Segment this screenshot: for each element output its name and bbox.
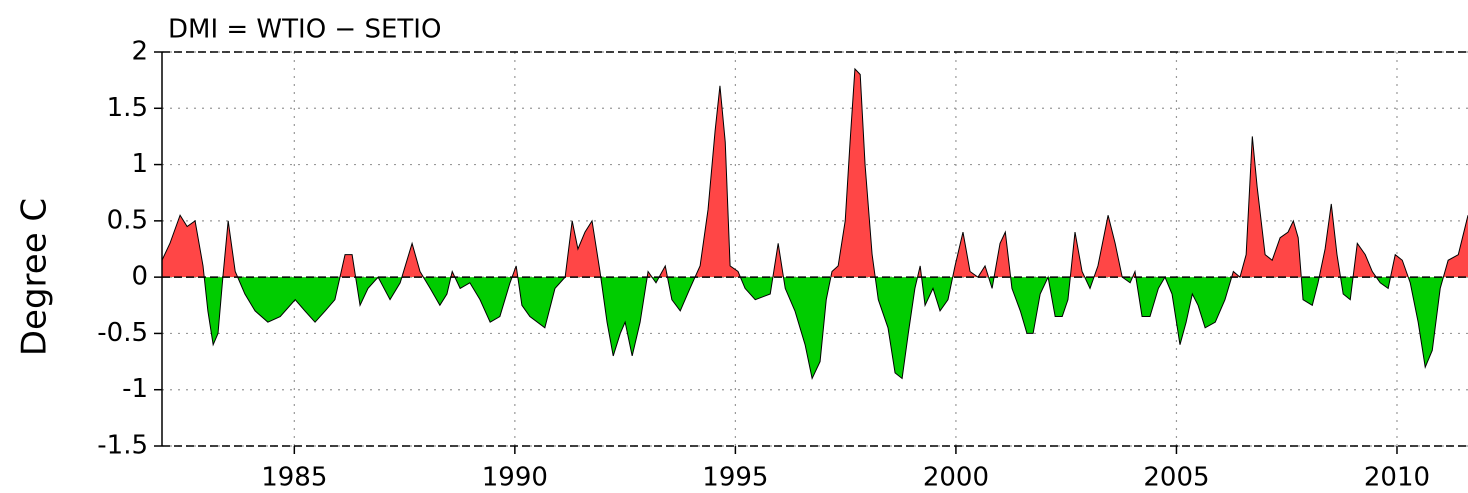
y-tick-label: -1.5 <box>97 431 148 461</box>
y-tick-label: -1 <box>122 374 148 404</box>
x-tick-label: 2000 <box>923 463 989 493</box>
y-tick-label: 1 <box>131 149 148 179</box>
x-tick-label: 1985 <box>261 463 327 493</box>
y-tick-label: -0.5 <box>97 318 148 348</box>
y-tick-label: 1.5 <box>107 93 148 123</box>
x-tick-label: 2005 <box>1143 463 1209 493</box>
chart-title: DMI = WTIO − SETIO <box>168 15 441 45</box>
y-axis-label: Degree C <box>15 198 55 356</box>
x-tick-label: 1990 <box>482 463 548 493</box>
y-tick-label: 0 <box>131 262 148 292</box>
x-tick-label: 2010 <box>1364 463 1430 493</box>
negative-area <box>162 277 1468 379</box>
y-tick-label: 0.5 <box>107 205 148 235</box>
x-tick-label: 1995 <box>702 463 768 493</box>
y-tick-label: 2 <box>131 37 148 67</box>
index-line <box>161 67 1468 381</box>
